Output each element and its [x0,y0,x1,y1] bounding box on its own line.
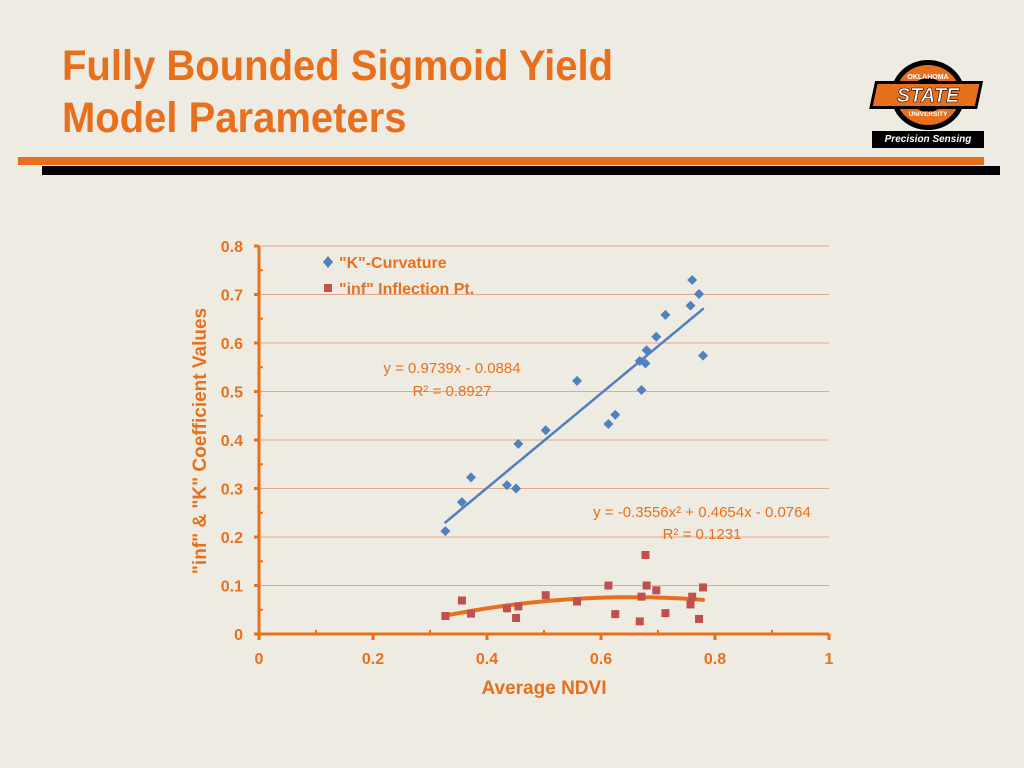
osu-logo: OKLAHOMA STATE UNIVERSITY Precision Sens… [868,58,988,150]
y-tick-label: 0.7 [221,288,243,305]
y-tick-label: 0 [234,627,243,644]
point-inf [637,592,646,601]
point-k [572,375,583,386]
point-inf [635,617,644,626]
x-tick-label: 1 [825,651,834,668]
axes: 0 0.1 0.2 0.3 0.4 0.5 0.6 0.7 0.8 0 0.2 0.4 0.6 0.8 1 [221,239,834,668]
trendlines [443,307,705,618]
point-k [540,425,551,436]
slide-title-line1: Fully Bounded Sigmoid Yield [62,42,613,90]
legend: "K"-Curvature "inf" Inflection Pt. [323,255,474,298]
y-tick-label: 0.1 [221,579,243,596]
point-inf [688,592,697,601]
y-tick-label: 0.5 [221,385,243,402]
y-tick-label: 0.4 [221,433,243,450]
logo-university-text: UNIVERSITY [908,111,948,118]
point-inf [512,613,521,622]
point-inf [652,586,661,595]
point-inf [686,600,695,609]
trend-k-equation: y = 0.9739x - 0.0884 [383,360,520,377]
header-rule-orange [18,157,984,165]
x-tick-label: 0.2 [362,651,384,668]
point-inf [541,591,550,600]
point-inf [695,614,704,623]
point-inf [457,596,466,605]
point-inf [502,604,511,613]
trend-inf-equation: y = -0.3556x² + 0.4654x - 0.0764 [593,504,811,521]
point-k [603,418,614,429]
trendline-k [444,307,705,524]
x-tick-label: 0 [255,651,264,668]
legend-marker-inf [324,284,332,292]
point-inf [573,597,582,606]
header-rule-black [42,166,1000,175]
point-inf [514,602,523,611]
legend-marker-k [323,256,333,268]
point-k [651,331,662,342]
x-tick-label: 0.8 [704,651,726,668]
y-tick-label: 0.3 [221,482,243,499]
point-k [698,350,709,361]
slide-title: Fully Bounded Sigmoid Yield Model Parame… [62,40,613,144]
trend-inf-r2: R² = 0.1231 [663,526,742,543]
point-inf [641,550,650,559]
point-k [511,483,522,494]
point-inf [604,581,613,590]
point-k [636,385,647,396]
point-k [501,480,512,491]
point-inf [611,610,620,619]
point-k [687,274,698,285]
point-inf [441,612,450,621]
y-tick-label: 0.8 [221,239,243,256]
y-axis-label: "inf" & "K" Coefficient Values [190,308,211,574]
point-k [641,345,652,356]
y-tick-label: 0.6 [221,336,243,353]
point-k [610,409,621,420]
point-k [456,497,467,508]
point-k [694,289,705,300]
point-k [466,472,477,483]
slide-title-line2: Model Parameters [62,94,407,142]
legend-label-inf: "inf" Inflection Pt. [339,281,474,298]
x-tick-label: 0.4 [476,651,498,668]
logo-oklahoma-text: OKLAHOMA [907,74,948,81]
point-k [660,309,671,320]
point-inf [661,609,670,618]
data-points [440,274,709,626]
trend-k-r2: R² = 0.8927 [413,383,492,400]
point-k [640,358,651,369]
logo-banner: Precision Sensing [872,131,984,148]
y-tick-label: 0.2 [221,530,243,547]
point-k [685,300,696,311]
point-k [440,526,451,537]
chart-labels: Average NDVI "inf" & "K" Coefficient Val… [190,308,811,699]
osu-logo-mark: OKLAHOMA STATE UNIVERSITY [869,60,984,130]
legend-label-k: "K"-Curvature [339,255,447,272]
point-inf [642,581,651,590]
point-inf [467,609,476,618]
point-k [513,438,524,449]
logo-state-text: STATE [897,85,960,107]
x-axis-label: Average NDVI [482,678,607,699]
point-inf [699,583,708,592]
x-tick-label: 0.6 [590,651,612,668]
